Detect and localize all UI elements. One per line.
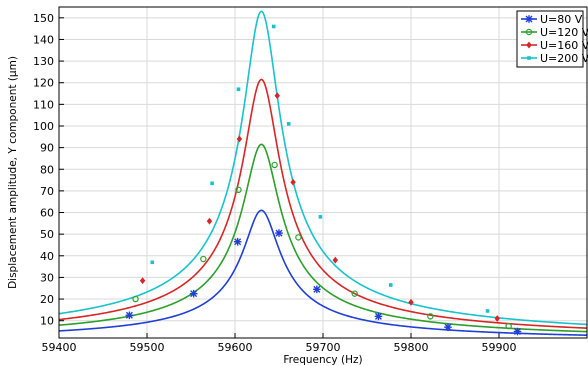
- y-tick-label: 20: [40, 293, 54, 306]
- data-point-marker: [271, 24, 276, 29]
- data-point-marker: [351, 290, 358, 297]
- y-tick-label: 80: [40, 163, 54, 176]
- data-point-marker: [444, 323, 452, 331]
- data-point-marker: [388, 283, 393, 287]
- legend-marker: [526, 41, 532, 49]
- series-line: [58, 209, 588, 336]
- data-point-marker: [494, 315, 500, 322]
- data-point-marker: [235, 186, 242, 194]
- data-point-marker: [150, 260, 155, 265]
- data-point-marker: [200, 255, 207, 263]
- y-axis-title: Displacement amplitude, Y component (µm): [7, 56, 19, 289]
- y-tick-label: 60: [40, 207, 54, 220]
- data-point-marker: [275, 229, 283, 237]
- data-point-marker: [139, 277, 146, 285]
- legend-label: U=200 V: [540, 52, 588, 65]
- data-point-marker: [290, 178, 296, 186]
- y-tick-label: 40: [40, 250, 54, 263]
- legend-marker: [527, 56, 531, 60]
- series-line: [58, 143, 588, 333]
- data-point-marker: [189, 289, 198, 298]
- data-point-marker: [271, 161, 278, 169]
- y-tick-label: 110: [33, 98, 54, 111]
- data-point-marker: [332, 256, 339, 264]
- y-tick-label: 150: [33, 12, 54, 25]
- x-tick-label: 59600: [218, 341, 253, 354]
- x-tick-label: 59700: [306, 341, 341, 354]
- data-point-marker: [236, 135, 243, 143]
- data-point-marker: [427, 313, 434, 320]
- y-tick-label: 90: [40, 142, 54, 155]
- data-point-marker: [505, 322, 512, 330]
- data-point-marker: [513, 327, 522, 336]
- y-tick-label: 140: [33, 33, 54, 46]
- data-point-marker: [485, 309, 490, 313]
- y-tick-label: 130: [33, 55, 54, 68]
- y-tick-label: 100: [33, 120, 54, 133]
- data-point-marker: [274, 92, 280, 100]
- data-point-marker: [408, 298, 414, 306]
- y-tick-label: 10: [40, 315, 54, 328]
- data-point-marker: [374, 312, 383, 321]
- y-tick-label: 70: [40, 185, 54, 198]
- legend-label: U=160 V: [540, 39, 588, 52]
- y-axis-ticks: 10 20 30 40 50 60 70 80 90 100 110 120 130 140 150: [33, 12, 64, 328]
- data-point-marker: [295, 234, 302, 241]
- x-tick-label: 59900: [482, 341, 517, 354]
- grid-layer: [58, 7, 587, 338]
- data-point-marker: [286, 122, 291, 126]
- x-tick-label: 59400: [42, 341, 77, 354]
- data-point-marker: [132, 295, 139, 303]
- legend-items: U=80 VU=120 VU=160 VU=200 V: [521, 13, 588, 65]
- legend-label: U=120 V: [540, 26, 588, 39]
- data-point-marker: [125, 311, 134, 320]
- data-point-marker: [236, 87, 241, 92]
- data-point-marker: [206, 217, 213, 225]
- x-axis-ticks: 59400 59500 59600 59700 59800 59900: [42, 333, 517, 354]
- legend: U=80 VU=120 VU=160 VU=200 V: [516, 10, 588, 68]
- x-tick-label: 59500: [130, 341, 165, 354]
- x-axis-title: Frequency (Hz): [283, 354, 362, 366]
- legend-marker: [525, 28, 533, 36]
- markers-layer: [125, 24, 522, 336]
- series-line: [58, 78, 588, 329]
- legend-label: U=80 V: [540, 13, 583, 26]
- data-point-marker: [210, 181, 214, 186]
- legend-marker: [525, 15, 533, 23]
- y-tick-label: 30: [40, 271, 54, 284]
- data-point-marker: [233, 237, 242, 246]
- data-point-marker: [313, 285, 321, 294]
- y-tick-label: 120: [33, 77, 54, 90]
- x-tick-label: 59800: [394, 341, 429, 354]
- y-tick-label: 50: [40, 228, 54, 241]
- data-point-marker: [318, 215, 323, 219]
